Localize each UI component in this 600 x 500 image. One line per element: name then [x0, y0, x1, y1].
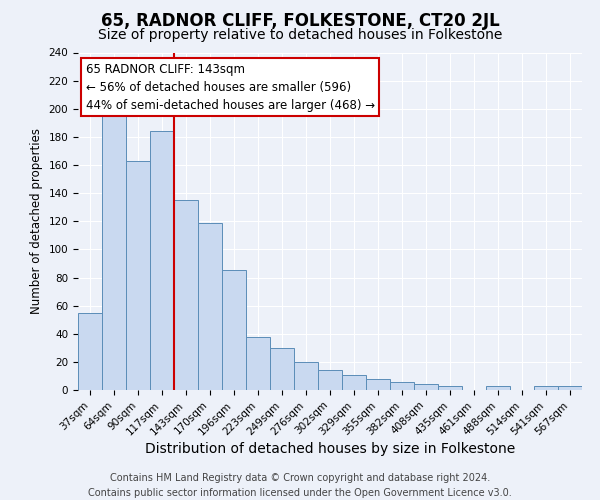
- Bar: [294, 362, 318, 390]
- Bar: [198, 222, 222, 390]
- Bar: [318, 370, 342, 390]
- Bar: [486, 386, 510, 390]
- Bar: [270, 348, 294, 390]
- Bar: [126, 161, 150, 390]
- Y-axis label: Number of detached properties: Number of detached properties: [30, 128, 43, 314]
- Bar: [534, 386, 558, 390]
- Bar: [366, 379, 390, 390]
- Bar: [438, 386, 462, 390]
- Bar: [342, 374, 366, 390]
- Bar: [246, 336, 270, 390]
- Text: Size of property relative to detached houses in Folkestone: Size of property relative to detached ho…: [98, 28, 502, 42]
- Bar: [174, 200, 198, 390]
- Bar: [558, 386, 582, 390]
- Text: Contains HM Land Registry data © Crown copyright and database right 2024.
Contai: Contains HM Land Registry data © Crown c…: [88, 472, 512, 498]
- Bar: [150, 131, 174, 390]
- Text: 65 RADNOR CLIFF: 143sqm
← 56% of detached houses are smaller (596)
44% of semi-d: 65 RADNOR CLIFF: 143sqm ← 56% of detache…: [86, 62, 374, 112]
- X-axis label: Distribution of detached houses by size in Folkestone: Distribution of detached houses by size …: [145, 442, 515, 456]
- Bar: [102, 109, 126, 390]
- Bar: [414, 384, 438, 390]
- Text: 65, RADNOR CLIFF, FOLKESTONE, CT20 2JL: 65, RADNOR CLIFF, FOLKESTONE, CT20 2JL: [101, 12, 499, 30]
- Bar: [390, 382, 414, 390]
- Bar: [222, 270, 246, 390]
- Bar: [78, 312, 102, 390]
